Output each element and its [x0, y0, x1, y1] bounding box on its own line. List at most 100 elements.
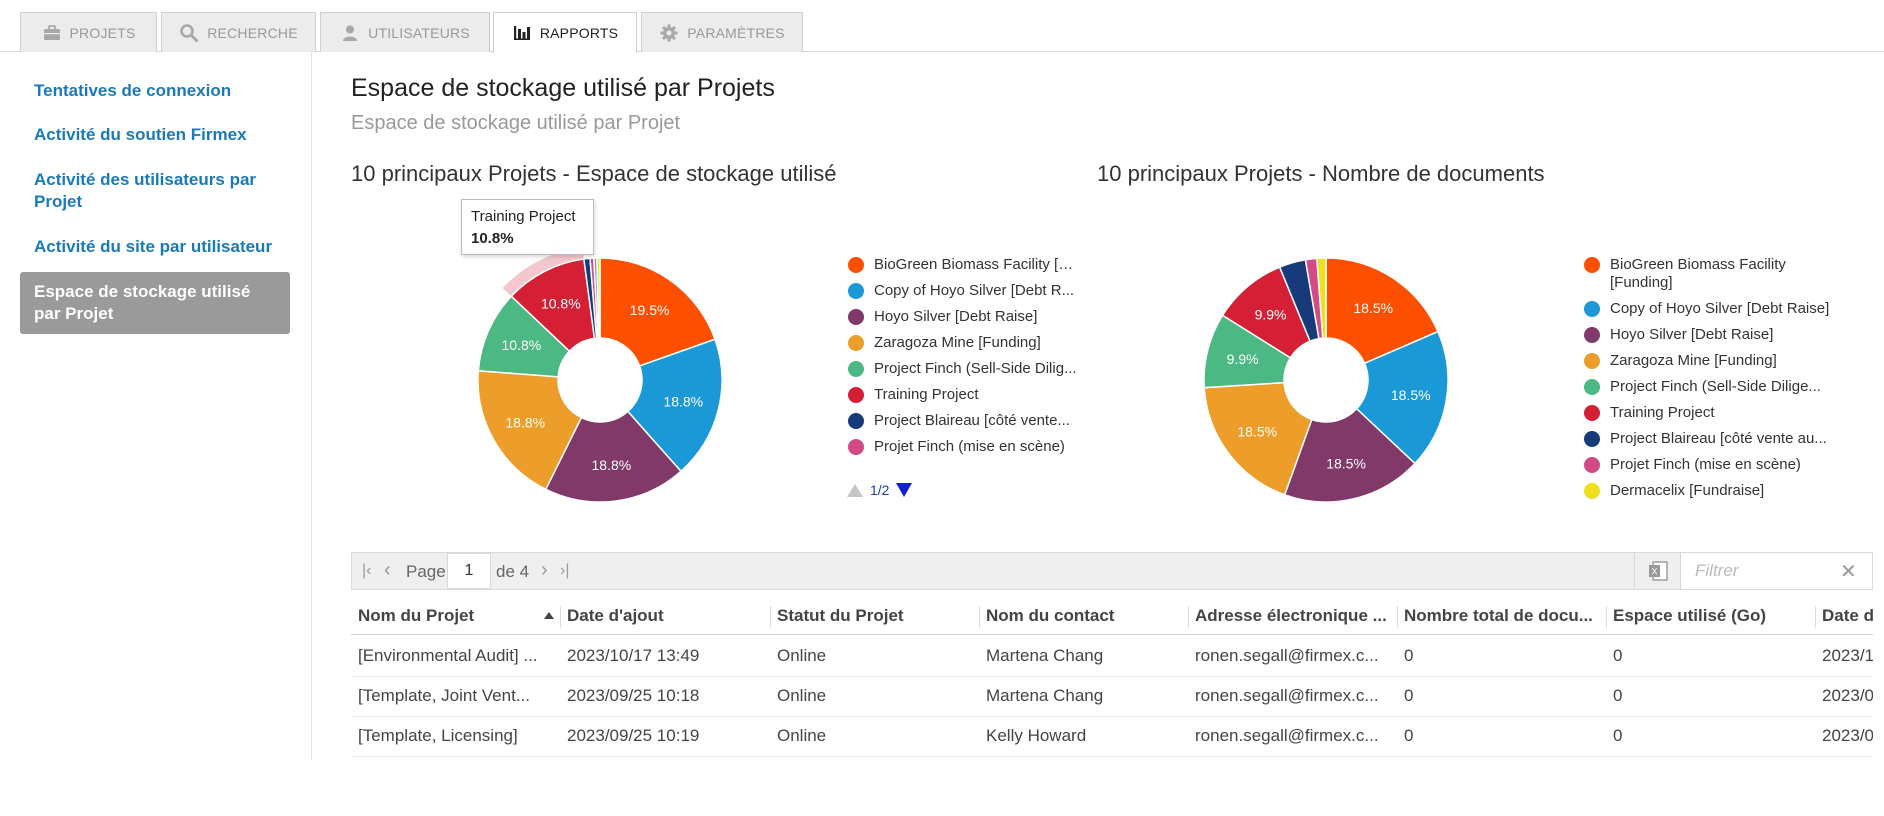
legend-item[interactable]: Project Finch (Sell-Side Dilig...: [848, 360, 1078, 378]
column-header-total-documents[interactable]: Nombre total de docu...: [1404, 606, 1593, 625]
pie-slice[interactable]: [477, 369, 583, 491]
pie-slice[interactable]: [544, 410, 683, 503]
pie-slice-label: 9.9%: [1255, 306, 1287, 322]
user-icon: [343, 25, 358, 41]
clear-filter-icon[interactable]: ✕: [1840, 561, 1857, 583]
tab-parametres[interactable]: PARAMÈTRES: [641, 12, 803, 52]
table-cell: 2023/1: [1822, 646, 1873, 665]
legend-item[interactable]: Zaragoza Mine [Funding]: [848, 334, 1078, 352]
next-page-icon[interactable]: ›: [541, 559, 548, 581]
column-separator: [1815, 606, 1816, 628]
legend-item[interactable]: Training Project: [1584, 404, 1834, 422]
column-header-project-status[interactable]: Statut du Projet: [777, 606, 904, 625]
filter-input[interactable]: Filtrer: [1680, 553, 1872, 589]
legend-item[interactable]: Training Project: [848, 386, 1078, 404]
legend-item[interactable]: Projet Finch (mise en scène): [848, 438, 1078, 456]
tab-projets[interactable]: PROJETS: [20, 12, 157, 52]
legend-label: Training Project: [1610, 404, 1715, 421]
legend-page-indicator: 1/2: [870, 482, 890, 498]
table-cell: ronen.segall@firmex.c...: [1195, 686, 1379, 705]
sidebar-item-site-activity[interactable]: Activité du site par utilisateur: [34, 237, 273, 256]
table-cell: [Template, Licensing]: [358, 726, 518, 745]
tab-utilisateurs[interactable]: UTILISATEURS: [320, 12, 490, 52]
column-header-project-name[interactable]: Nom du Projet: [358, 606, 475, 625]
legend-item[interactable]: Dermacelix [Fundraise]: [1584, 482, 1834, 500]
table-cell: ronen.segall@firmex.c...: [1195, 646, 1379, 665]
legend-item[interactable]: BioGreen Biomass Facility [F...: [848, 256, 1078, 274]
sidebar-item-user-activity[interactable]: Activité des utilisateurs par Projet: [34, 170, 257, 211]
sidebar-item-storage-used[interactable]: Espace de stockage utilisé par Projet: [20, 272, 290, 334]
prev-page-icon[interactable]: ‹: [384, 559, 391, 581]
legend-item[interactable]: Copy of Hoyo Silver [Debt R...: [848, 282, 1078, 300]
row-divider: [351, 756, 1873, 757]
legend-item[interactable]: Project Finch (Sell-Side Dilige...: [1584, 378, 1834, 396]
sidebar-item-firmex-support[interactable]: Activité du soutien Firmex: [34, 125, 247, 144]
legend-item[interactable]: Project Blaireau [côté vente au...: [1584, 430, 1834, 448]
legend-item[interactable]: Project Blaireau [côté vente...: [848, 412, 1078, 430]
column-header-email[interactable]: Adresse électronique ...: [1195, 606, 1387, 625]
column-header-space-used[interactable]: Espace utilisé (Go): [1613, 606, 1767, 625]
pie-slice-label: 18.5%: [1353, 300, 1393, 316]
pie-slice-label: 10.8%: [541, 295, 581, 311]
reports-sidebar: Tentatives de connexion Activité du sout…: [0, 52, 312, 760]
legend-item[interactable]: Hoyo Silver [Debt Raise]: [848, 308, 1078, 326]
legend-label: Dermacelix [Fundraise]: [1610, 482, 1765, 499]
search-icon: [180, 23, 199, 42]
pie-slice-label: 18.5%: [1326, 456, 1366, 472]
legend-label: Hoyo Silver [Debt Raise]: [1610, 326, 1774, 343]
pie-slice[interactable]: [1316, 257, 1327, 339]
gear-icon: [660, 24, 678, 41]
legend-label: Copy of Hoyo Silver [Debt R...: [874, 282, 1075, 299]
table-cell: 2023/0: [1822, 726, 1873, 745]
sidebar-item-login-attempts[interactable]: Tentatives de connexion: [34, 81, 232, 100]
legend-label: Projet Finch (mise en scène): [874, 438, 1065, 455]
column-header-date-added[interactable]: Date d'ajout: [567, 606, 664, 625]
column-header-date[interactable]: Date d: [1822, 606, 1873, 625]
column-header-contact-name[interactable]: Nom du contact: [986, 606, 1115, 625]
bar-chart-icon: [513, 26, 530, 40]
pie-slice[interactable]: [1355, 330, 1449, 465]
tab-label: PARAMÈTRES: [687, 24, 785, 41]
legend-prev-arrow-icon[interactable]: [846, 482, 864, 498]
pie-slice-label: 18.8%: [592, 457, 632, 473]
last-page-icon[interactable]: ›|: [560, 562, 570, 579]
column-separator: [979, 606, 980, 628]
tab-recherche[interactable]: RECHERCHE: [161, 12, 316, 52]
column-separator: [1397, 606, 1398, 628]
tab-label: UTILISATEURS: [368, 24, 470, 41]
export-excel-button[interactable]: X: [1634, 553, 1680, 589]
table-cell: 0: [1404, 726, 1414, 745]
pie-slice[interactable]: [599, 257, 716, 367]
legend-label: Hoyo Silver [Debt Raise]: [874, 308, 1038, 325]
legend-color-swatch: [848, 413, 864, 429]
table-cell: 0: [1613, 726, 1623, 745]
pie-slice[interactable]: [596, 257, 601, 339]
pie-slice[interactable]: [1325, 257, 1439, 365]
legend-item[interactable]: Hoyo Silver [Debt Raise]: [1584, 326, 1834, 344]
storage-pie-chart: 19.5% 18.8% 18.8% 18.8% 10.8% 10.8%: [477, 247, 723, 503]
page-number-input[interactable]: 1: [447, 553, 491, 589]
table-cell: Kelly Howard: [986, 726, 1087, 745]
legend-color-swatch: [1584, 301, 1600, 317]
tab-rapports[interactable]: RAPPORTS: [493, 12, 637, 53]
legend-item[interactable]: BioGreen Biomass Facility [Funding]: [1584, 256, 1834, 292]
legend-item[interactable]: Projet Finch (mise en scène): [1584, 456, 1834, 474]
page-subtitle: Espace de stockage utilisé par Projet: [351, 112, 681, 134]
table-cell: 2023/09/25 10:18: [567, 686, 700, 705]
legend-color-swatch: [1584, 257, 1600, 273]
first-page-icon[interactable]: |‹: [362, 562, 372, 579]
legend-label: Project Blaireau [côté vente...: [874, 412, 1070, 429]
legend-item[interactable]: Copy of Hoyo Silver [Debt Raise]: [1584, 300, 1834, 318]
legend-color-swatch: [848, 309, 864, 325]
pie-slice[interactable]: [626, 338, 723, 473]
legend-color-swatch: [1584, 405, 1600, 421]
pie-slice-label: 19.5%: [630, 302, 670, 318]
sort-ascending-icon[interactable]: [543, 611, 555, 620]
legend-label: Project Finch (Sell-Side Dilig...: [874, 360, 1077, 377]
tab-label: RAPPORTS: [539, 25, 619, 41]
legend-item[interactable]: Zaragoza Mine [Funding]: [1584, 352, 1834, 370]
legend-next-arrow-icon[interactable]: [895, 482, 913, 498]
legend-color-swatch: [1584, 457, 1600, 473]
pie-slice[interactable]: [1283, 407, 1416, 503]
pie-slice[interactable]: [1203, 381, 1313, 496]
